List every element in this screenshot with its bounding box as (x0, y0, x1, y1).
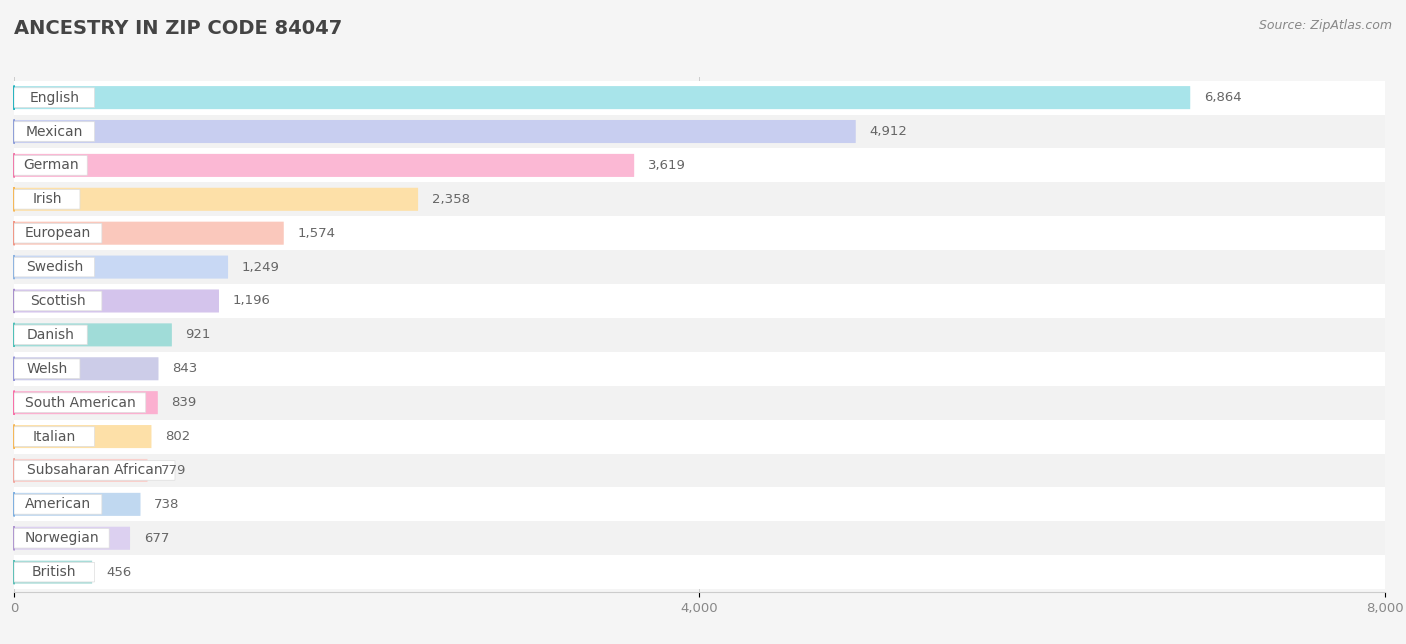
Text: South American: South American (24, 395, 135, 410)
Text: 779: 779 (162, 464, 187, 477)
Text: 6,864: 6,864 (1204, 91, 1241, 104)
Text: Mexican: Mexican (25, 124, 83, 138)
FancyBboxPatch shape (14, 120, 856, 143)
Text: 2,358: 2,358 (432, 193, 470, 206)
Text: 4,912: 4,912 (869, 125, 907, 138)
FancyBboxPatch shape (14, 493, 141, 516)
Text: 677: 677 (143, 532, 169, 545)
Bar (14, 284, 1385, 318)
FancyBboxPatch shape (14, 359, 80, 379)
Text: 1,574: 1,574 (298, 227, 336, 240)
FancyBboxPatch shape (14, 258, 94, 277)
Text: 1,196: 1,196 (233, 294, 270, 307)
Text: 921: 921 (186, 328, 211, 341)
Bar (14, 318, 1385, 352)
FancyBboxPatch shape (14, 393, 146, 412)
FancyBboxPatch shape (14, 325, 87, 345)
FancyBboxPatch shape (14, 529, 110, 548)
FancyBboxPatch shape (14, 189, 80, 209)
Bar (14, 386, 1385, 420)
FancyBboxPatch shape (14, 289, 219, 312)
Text: 738: 738 (155, 498, 180, 511)
Text: 1,249: 1,249 (242, 261, 280, 274)
FancyBboxPatch shape (14, 425, 152, 448)
FancyBboxPatch shape (14, 460, 174, 480)
Text: Scottish: Scottish (30, 294, 86, 308)
Bar (14, 453, 1385, 488)
Text: European: European (25, 226, 91, 240)
Bar (14, 216, 1385, 250)
Text: Danish: Danish (27, 328, 75, 342)
Bar (14, 555, 1385, 589)
FancyBboxPatch shape (14, 495, 101, 514)
FancyBboxPatch shape (14, 561, 93, 583)
FancyBboxPatch shape (14, 188, 418, 211)
Text: Irish: Irish (32, 193, 62, 206)
Bar (14, 80, 1385, 115)
FancyBboxPatch shape (14, 357, 159, 381)
FancyBboxPatch shape (14, 291, 101, 311)
Text: 456: 456 (105, 565, 131, 579)
FancyBboxPatch shape (14, 222, 284, 245)
Text: 839: 839 (172, 396, 197, 409)
FancyBboxPatch shape (14, 459, 148, 482)
FancyBboxPatch shape (14, 323, 172, 346)
Text: Source: ZipAtlas.com: Source: ZipAtlas.com (1258, 19, 1392, 32)
Text: British: British (32, 565, 76, 579)
FancyBboxPatch shape (14, 256, 228, 279)
Bar (14, 250, 1385, 284)
Text: Swedish: Swedish (25, 260, 83, 274)
FancyBboxPatch shape (14, 391, 157, 414)
Bar (14, 488, 1385, 521)
Text: 802: 802 (165, 430, 190, 443)
Text: Norwegian: Norwegian (24, 531, 98, 545)
FancyBboxPatch shape (14, 122, 94, 141)
FancyBboxPatch shape (14, 86, 1191, 109)
FancyBboxPatch shape (14, 562, 94, 582)
Text: 843: 843 (172, 363, 197, 375)
FancyBboxPatch shape (14, 156, 87, 175)
Text: Welsh: Welsh (27, 362, 67, 376)
FancyBboxPatch shape (14, 154, 634, 177)
Bar (14, 420, 1385, 453)
Text: Subsaharan African: Subsaharan African (27, 464, 162, 477)
FancyBboxPatch shape (14, 88, 94, 108)
FancyBboxPatch shape (14, 427, 94, 446)
Text: German: German (22, 158, 79, 173)
Bar (14, 115, 1385, 149)
FancyBboxPatch shape (14, 527, 131, 550)
Text: English: English (30, 91, 79, 104)
Bar (14, 182, 1385, 216)
Text: ANCESTRY IN ZIP CODE 84047: ANCESTRY IN ZIP CODE 84047 (14, 19, 342, 39)
Text: Italian: Italian (32, 430, 76, 444)
Bar (14, 521, 1385, 555)
Bar (14, 149, 1385, 182)
Text: 3,619: 3,619 (648, 159, 686, 172)
Text: American: American (25, 497, 91, 511)
Bar (14, 352, 1385, 386)
FancyBboxPatch shape (14, 223, 101, 243)
